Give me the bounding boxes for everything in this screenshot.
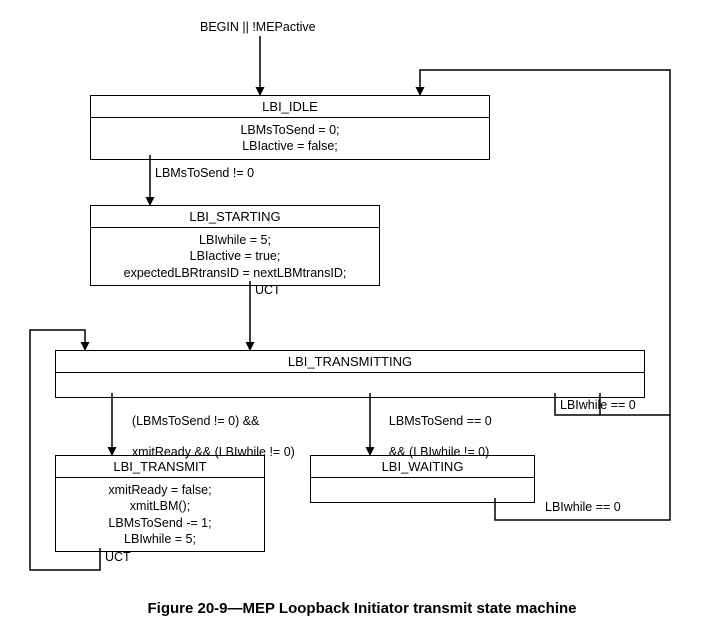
state-body-line: LBIactive = false; (242, 139, 338, 153)
transition-label: LBIwhile == 0 (545, 500, 621, 516)
transition-label-line: (LBMsToSend != 0) && (132, 414, 260, 428)
transition-label: LBMsToSend == 0 && (LBIwhile != 0) (375, 398, 492, 476)
state-body (311, 478, 534, 502)
state-body-line: LBIwhile = 5; (124, 532, 196, 546)
state-title: LBI_TRANSMITTING (56, 351, 644, 373)
state-body-line: xmitReady = false; (108, 483, 211, 497)
state-body-line: LBMsToSend = 0; (240, 123, 339, 137)
transition-label: UCT (255, 283, 281, 299)
state-body-line: LBIactive = true; (190, 249, 281, 263)
state-lbi-transmitting: LBI_TRANSMITTING (55, 350, 645, 398)
transition-label: LBIwhile == 0 (560, 398, 636, 414)
state-body-line: LBMsToSend -= 1; (108, 516, 211, 530)
transition-label: LBMsToSend != 0 (155, 166, 254, 182)
state-body: LBIwhile = 5; LBIactive = true; expected… (91, 228, 379, 285)
state-body: LBMsToSend = 0; LBIactive = false; (91, 118, 489, 159)
transition-label: UCT (105, 550, 131, 566)
figure-caption: Figure 20-9—MEP Loopback Initiator trans… (0, 600, 724, 617)
state-machine-diagram: LBI_IDLE LBMsToSend = 0; LBIactive = fal… (0, 0, 724, 639)
state-body: xmitReady = false; xmitLBM(); LBMsToSend… (56, 478, 264, 551)
state-lbi-starting: LBI_STARTING LBIwhile = 5; LBIactive = t… (90, 205, 380, 286)
transition-label: (LBMsToSend != 0) && xmitReady && (LBIwh… (118, 398, 295, 476)
state-body-line: expectedLBRtransID = nextLBMtransID; (124, 266, 347, 280)
transition-label-line: LBMsToSend == 0 (389, 414, 492, 428)
state-title: LBI_STARTING (91, 206, 379, 228)
state-title: LBI_IDLE (91, 96, 489, 118)
state-lbi-idle: LBI_IDLE LBMsToSend = 0; LBIactive = fal… (90, 95, 490, 160)
state-body (56, 373, 644, 397)
transition-label-line: && (LBIwhile != 0) (389, 445, 489, 459)
begin-condition-label: BEGIN || !MEPactive (200, 20, 316, 36)
state-body-line: LBIwhile = 5; (199, 233, 271, 247)
state-body-line: xmitLBM(); (130, 499, 190, 513)
transition-label-line: xmitReady && (LBIwhile != 0) (132, 445, 295, 459)
